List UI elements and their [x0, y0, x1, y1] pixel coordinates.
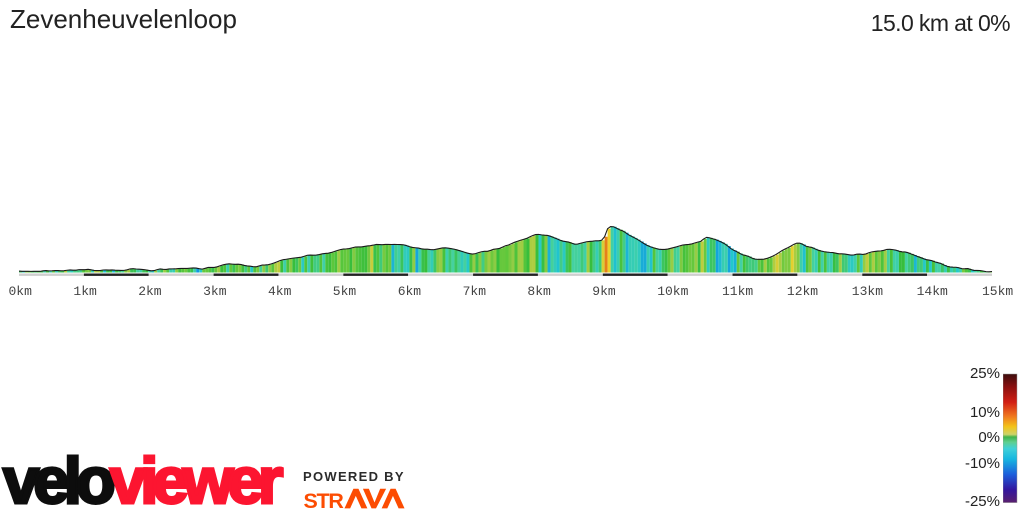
svg-text:STR: STR — [303, 489, 344, 509]
